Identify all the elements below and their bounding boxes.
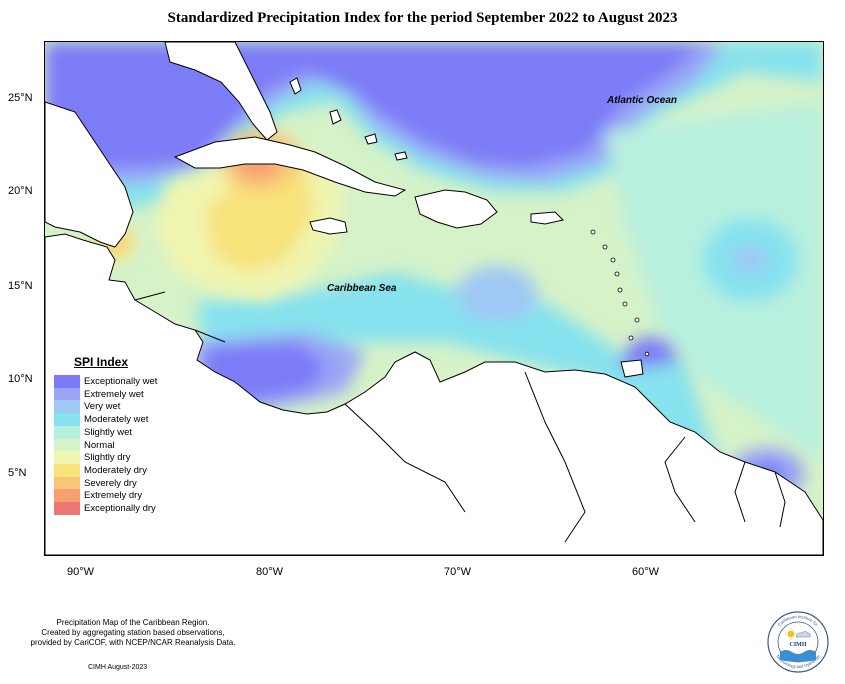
footer-line-1: Precipitation Map of the Caribbean Regio… <box>56 618 210 627</box>
lat-label-25: 25°N <box>8 92 33 104</box>
legend-swatch <box>54 502 80 515</box>
legend-title: SPI Index <box>74 355 129 369</box>
legend-swatch <box>54 476 80 490</box>
legend-label: Extremely dry <box>84 490 143 502</box>
legend-label: Exceptionally dry <box>84 503 156 514</box>
footer-date: CIMH August-2023 <box>88 664 148 671</box>
legend-swatch <box>54 400 80 414</box>
footer-line-2: Created by aggregating station based obs… <box>41 628 225 637</box>
cloud-icon <box>795 631 811 638</box>
lat-label-20: 20°N <box>8 185 33 197</box>
legend-label: Severely dry <box>84 477 137 489</box>
lat-label-10: 10°N <box>8 373 33 385</box>
sun-icon <box>785 628 797 640</box>
legend-swatch <box>54 463 80 477</box>
legend-label: Slightly dry <box>84 452 131 464</box>
lon-label-70: 70°W <box>444 566 472 578</box>
lon-label-80: 80°W <box>256 566 284 578</box>
lat-label-15: 15°N <box>8 280 33 292</box>
cimh-logo: Caribbean Institute for Meteorology and … <box>767 611 829 673</box>
caribbean-sea-label: Caribbean Sea <box>327 283 397 294</box>
legend-swatch <box>54 387 80 401</box>
waves-icon <box>780 650 816 662</box>
legend-swatch <box>54 375 80 388</box>
legend-swatch <box>54 451 80 465</box>
spi-map-canvas: Atlantic Ocean Caribbean Sea <box>45 42 823 555</box>
legend-label: Exceptionally wet <box>84 376 158 387</box>
legend-label: Normal <box>84 439 115 451</box>
legend-label: Extremely wet <box>84 388 144 400</box>
footer-line-3: provided by CariCOF, with NCEP/NCAR Rean… <box>30 638 236 647</box>
legend-label: Moderately dry <box>84 464 147 476</box>
legend-label: Moderately wet <box>84 414 149 426</box>
legend-swatch <box>54 425 80 439</box>
legend-label: Very wet <box>84 401 121 413</box>
spi-map: Atlantic Ocean Caribbean Sea <box>44 41 824 556</box>
map-title: Standardized Precipitation Index for the… <box>167 10 678 26</box>
atlantic-ocean-label: Atlantic Ocean <box>606 95 677 106</box>
logo-text: CIMH <box>790 642 807 648</box>
footer-credits: Precipitation Map of the Caribbean Regio… <box>8 618 258 648</box>
lon-label-60: 60°W <box>632 566 660 578</box>
legend-label: Slightly wet <box>84 426 133 438</box>
legend-swatch <box>54 413 80 427</box>
legend-swatch <box>54 489 80 503</box>
lon-label-90: 90°W <box>67 566 95 578</box>
legend-swatch <box>54 438 80 452</box>
lat-label-5: 5°N <box>8 467 27 479</box>
